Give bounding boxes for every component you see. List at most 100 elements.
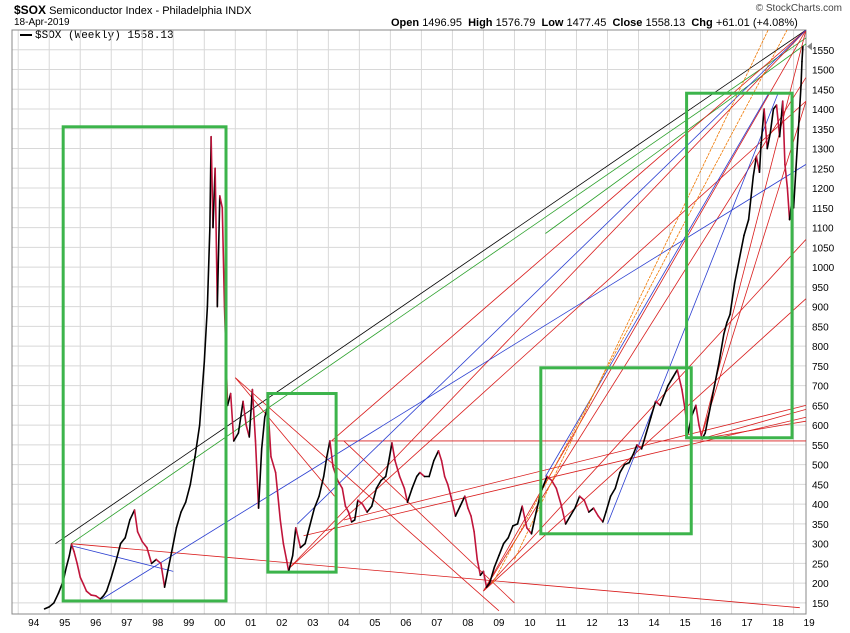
price-segment [79,576,85,585]
price-segment [347,511,353,523]
price-segment [260,416,266,450]
trendline [514,30,769,560]
price-segment [578,495,586,502]
price-segment [254,440,260,509]
y-tick-label: 350 [812,520,829,531]
price-segment [322,455,328,478]
y-tick-label: 650 [812,401,829,412]
price-segment [336,479,344,490]
y-tick-label: 1450 [812,85,835,96]
x-tick-label: 04 [338,618,350,629]
price-segment [248,388,254,438]
price-segment [279,519,285,545]
price-segment [516,505,524,525]
price-segment [800,60,803,87]
y-tick-label: 600 [812,421,829,432]
price-segment [446,483,452,498]
price-segment [251,388,257,442]
price-segment [299,542,306,549]
price-segment [733,258,741,284]
price-segment [786,187,791,221]
price-segment [216,195,221,308]
trendline [607,93,779,525]
price-segment [210,135,214,229]
price-segment [341,487,347,507]
price-segment [619,463,626,474]
price-segment [166,550,173,573]
x-tick-label: 02 [276,618,288,629]
price-segment [357,499,364,505]
price-segment [287,554,294,573]
price-segment [654,400,662,407]
price-segment [406,487,413,503]
price-segment [105,576,113,592]
price-segment [512,523,519,527]
price-segment [667,376,674,387]
price-segment [640,432,648,450]
price-segment [792,155,798,209]
price-segment [115,542,122,563]
y-tick-label: 150 [812,599,829,610]
price-segment [443,475,449,486]
chg-value: +61.01 (+4.08%) [715,17,798,29]
price-segment [391,442,396,462]
x-tick-label: 05 [369,618,381,629]
price-segment [775,104,781,138]
exchange-label: INDX [225,5,252,17]
price-segment [726,313,731,324]
trendline [483,77,806,592]
price-segment [214,167,219,308]
trendline [70,543,800,609]
price-segment [285,558,290,573]
x-tick-label: 14 [648,618,660,629]
brand-watermark: © StockCharts.com [755,3,842,14]
price-segment [308,507,316,527]
y-tick-label: 450 [812,480,829,491]
price-segment [291,527,297,557]
price-segment [752,155,758,177]
x-tick-label: 96 [90,618,102,629]
y-tick-label: 1250 [812,164,835,175]
price-segment [344,505,350,513]
price-segment [628,451,635,464]
highlight-box [61,125,228,603]
price-segment [141,540,148,549]
price-segment [609,487,617,498]
price-segment [65,554,71,569]
price-segment [459,495,466,507]
price-segment [394,459,401,478]
price-segment [73,550,78,565]
x-tick-label: 17 [742,618,754,629]
y-tick-label: 550 [812,441,829,452]
price-segment [282,542,288,561]
chg-label: Chg [691,17,713,29]
price-segment [53,592,60,604]
chart-header-title: $SOX Semiconductor Index - Philadelphia … [14,3,251,17]
y-tick-label: 1000 [812,263,835,274]
trendline [343,404,806,521]
price-segment [681,388,686,411]
price-segment [175,511,182,529]
price-segment [270,455,277,474]
y-tick-label: 800 [812,342,829,353]
price-segment [798,84,802,118]
x-tick-label: 12 [586,618,598,629]
y-tick-label: 300 [812,540,829,551]
price-segment [743,218,750,237]
trendline [483,298,806,592]
price-segment [769,108,775,134]
price-segment [180,501,187,513]
price-segment [550,479,558,490]
x-tick-label: 18 [773,618,785,629]
price-segment [237,400,244,434]
price-segment [602,511,607,523]
trendline [70,37,806,544]
y-tick-label: 900 [812,303,829,314]
price-segment [473,531,479,561]
price-segment [555,487,562,505]
price-segment [366,505,373,513]
price-segment [428,459,435,478]
price-segment [189,455,196,486]
price-segment [375,479,382,490]
